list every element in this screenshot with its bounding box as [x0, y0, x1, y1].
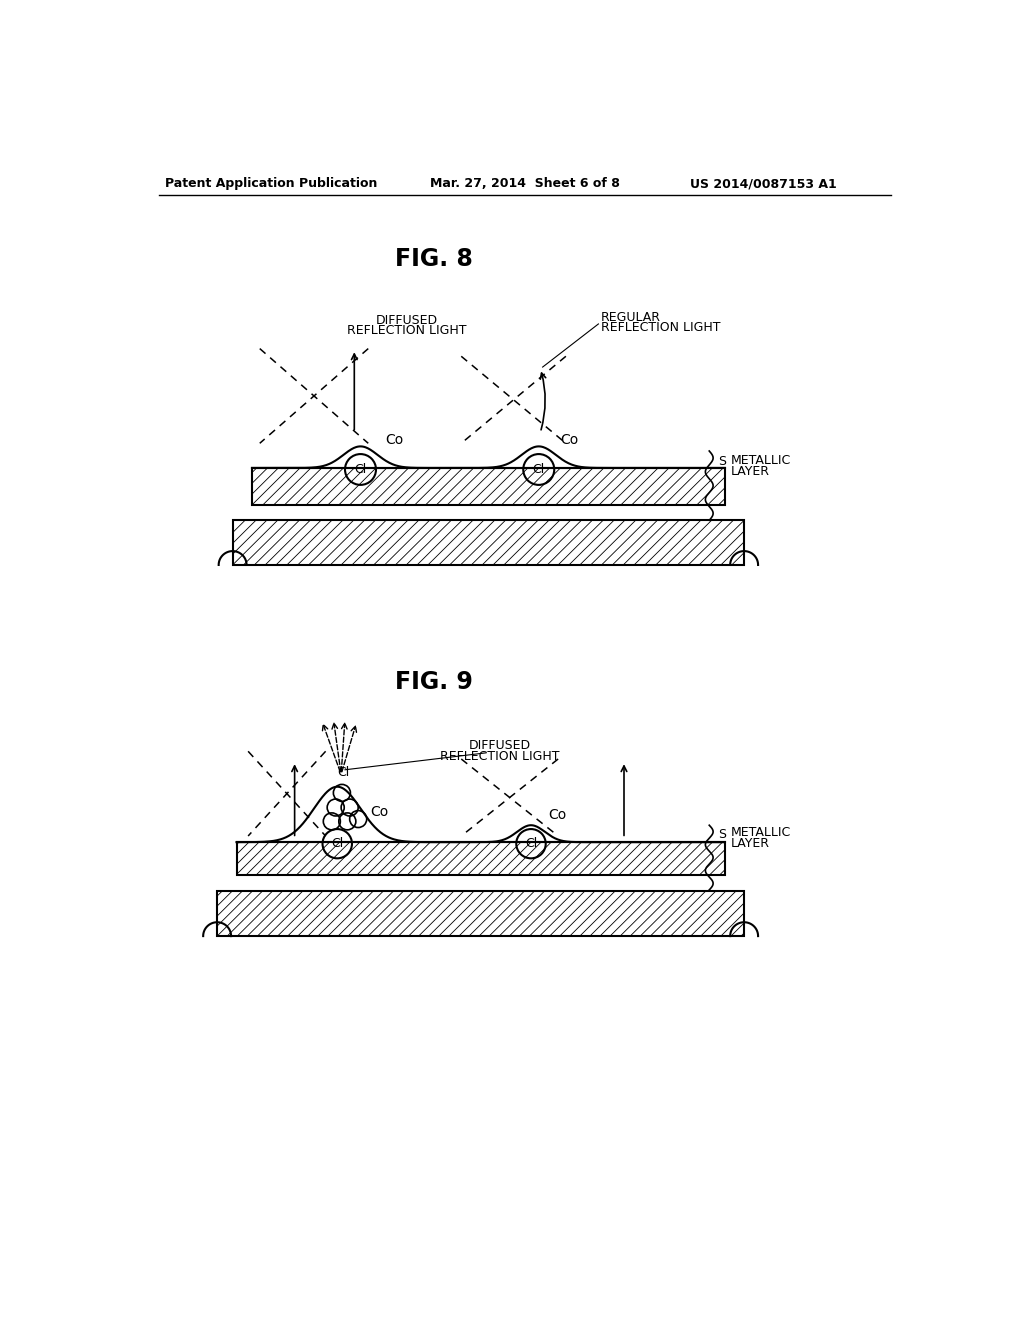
Text: Mar. 27, 2014  Sheet 6 of 8: Mar. 27, 2014 Sheet 6 of 8	[430, 177, 620, 190]
Bar	[232, 520, 744, 565]
Text: Cl: Cl	[337, 767, 349, 779]
Text: Co: Co	[548, 808, 566, 822]
Text: REFLECTION LIGHT: REFLECTION LIGHT	[347, 325, 467, 338]
Bar	[237, 842, 725, 875]
Text: FIG. 8: FIG. 8	[395, 247, 473, 271]
Text: REFLECTION LIGHT: REFLECTION LIGHT	[601, 321, 720, 334]
Text: Co: Co	[560, 433, 579, 447]
Text: DIFFUSED: DIFFUSED	[469, 739, 531, 752]
Text: Patent Application Publication: Patent Application Publication	[165, 177, 378, 190]
Text: REFLECTION LIGHT: REFLECTION LIGHT	[440, 750, 560, 763]
Bar	[252, 469, 725, 506]
Text: Cl: Cl	[354, 463, 367, 477]
Text: LAYER: LAYER	[731, 837, 770, 850]
Text: Cl: Cl	[532, 463, 545, 477]
Text: FIG. 9: FIG. 9	[395, 671, 473, 694]
Text: REGULAR: REGULAR	[601, 310, 660, 323]
Text: S: S	[719, 455, 727, 469]
Text: METALLIC: METALLIC	[731, 454, 792, 467]
Text: METALLIC: METALLIC	[731, 826, 792, 840]
Text: DIFFUSED: DIFFUSED	[376, 314, 438, 326]
Text: US 2014/0087153 A1: US 2014/0087153 A1	[690, 177, 837, 190]
Text: Cl: Cl	[331, 837, 343, 850]
Text: S: S	[719, 828, 727, 841]
Text: LAYER: LAYER	[731, 465, 770, 478]
Text: Co: Co	[385, 433, 403, 447]
Text: Co: Co	[370, 805, 388, 820]
Text: Cl: Cl	[525, 837, 538, 850]
Bar	[217, 891, 744, 936]
